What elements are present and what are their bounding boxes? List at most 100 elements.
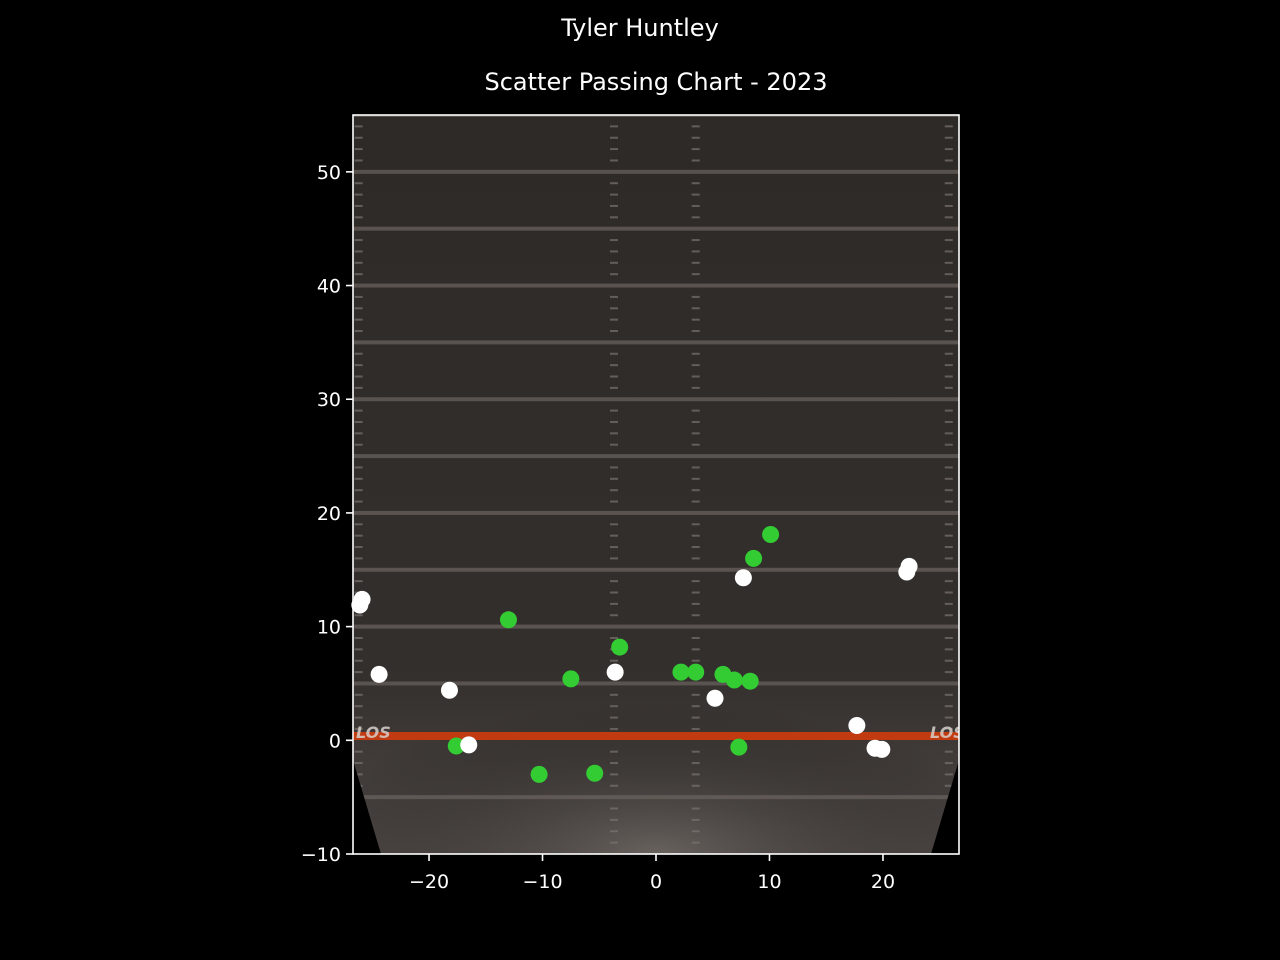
hash-mark bbox=[944, 273, 953, 276]
yard-line bbox=[353, 567, 959, 572]
hash-mark bbox=[610, 841, 619, 844]
hash-mark bbox=[354, 773, 363, 776]
hash-marks bbox=[354, 125, 953, 844]
hash-mark bbox=[610, 602, 619, 605]
hash-mark bbox=[944, 295, 953, 298]
data-point bbox=[499, 611, 517, 629]
hash-mark bbox=[691, 500, 700, 503]
hash-mark bbox=[691, 375, 700, 378]
hash-mark bbox=[354, 386, 363, 389]
hash-mark bbox=[610, 386, 619, 389]
hash-mark bbox=[944, 534, 953, 537]
hash-mark bbox=[354, 420, 363, 423]
hash-mark bbox=[610, 557, 619, 560]
hash-mark bbox=[691, 204, 700, 207]
hash-mark bbox=[944, 125, 953, 128]
hash-mark bbox=[610, 818, 619, 821]
hash-mark bbox=[354, 716, 363, 719]
x-tick-label: 0 bbox=[650, 871, 662, 893]
data-point bbox=[672, 663, 690, 681]
data-point bbox=[562, 670, 580, 688]
hash-mark bbox=[610, 204, 619, 207]
hash-mark bbox=[610, 136, 619, 139]
hash-mark bbox=[610, 432, 619, 435]
hash-mark bbox=[944, 489, 953, 492]
hash-mark bbox=[610, 148, 619, 151]
hash-mark bbox=[691, 330, 700, 333]
hash-mark bbox=[610, 375, 619, 378]
y-tick-label: 40 bbox=[317, 276, 341, 298]
hash-mark bbox=[944, 477, 953, 480]
hash-mark bbox=[354, 295, 363, 298]
hash-mark bbox=[610, 193, 619, 196]
yard-line bbox=[353, 226, 959, 231]
hash-mark bbox=[944, 364, 953, 367]
hash-mark bbox=[944, 466, 953, 469]
hash-mark bbox=[944, 580, 953, 583]
hash-mark bbox=[354, 534, 363, 537]
y-tick-label: 10 bbox=[317, 617, 341, 639]
hash-mark bbox=[354, 159, 363, 162]
hash-mark bbox=[944, 705, 953, 708]
hash-mark bbox=[354, 727, 363, 730]
data-point bbox=[606, 663, 624, 681]
data-point bbox=[611, 638, 629, 656]
hash-mark bbox=[691, 295, 700, 298]
hash-mark bbox=[610, 716, 619, 719]
hash-mark bbox=[944, 386, 953, 389]
data-point bbox=[586, 764, 604, 782]
hash-mark bbox=[354, 273, 363, 276]
hash-mark bbox=[944, 591, 953, 594]
hash-mark bbox=[610, 216, 619, 219]
hash-mark bbox=[354, 216, 363, 219]
hash-mark bbox=[691, 273, 700, 276]
hash-mark bbox=[691, 807, 700, 810]
data-point bbox=[353, 590, 371, 608]
hash-mark bbox=[691, 193, 700, 196]
hash-mark bbox=[691, 239, 700, 242]
los-label-right: LOS bbox=[930, 723, 965, 742]
hash-mark bbox=[610, 364, 619, 367]
hash-mark bbox=[354, 500, 363, 503]
hash-mark bbox=[691, 216, 700, 219]
hash-mark bbox=[691, 489, 700, 492]
hash-mark bbox=[354, 352, 363, 355]
hash-mark bbox=[354, 636, 363, 639]
hash-mark bbox=[354, 318, 363, 321]
hash-mark bbox=[944, 250, 953, 253]
chart-title: Scatter Passing Chart - 2023 bbox=[484, 68, 828, 96]
hash-mark bbox=[354, 466, 363, 469]
x-tick-label: 10 bbox=[757, 871, 781, 893]
hash-mark bbox=[944, 420, 953, 423]
hash-mark bbox=[610, 352, 619, 355]
hash-mark bbox=[944, 500, 953, 503]
hash-mark bbox=[354, 671, 363, 674]
field-corner-right bbox=[931, 760, 959, 854]
hash-mark bbox=[354, 693, 363, 696]
hash-mark bbox=[610, 750, 619, 753]
data-point bbox=[440, 681, 458, 699]
hash-mark bbox=[610, 239, 619, 242]
hash-mark bbox=[944, 330, 953, 333]
hash-mark bbox=[610, 591, 619, 594]
hash-mark bbox=[691, 261, 700, 264]
hash-mark bbox=[691, 830, 700, 833]
hash-mark bbox=[944, 307, 953, 310]
hash-mark bbox=[691, 420, 700, 423]
hash-mark bbox=[354, 580, 363, 583]
hash-mark bbox=[354, 204, 363, 207]
y-tick-label: 20 bbox=[317, 503, 341, 525]
hash-mark bbox=[944, 182, 953, 185]
hash-mark bbox=[354, 148, 363, 151]
yard-line bbox=[353, 510, 959, 515]
data-point bbox=[741, 672, 759, 690]
data-point bbox=[687, 663, 705, 681]
hash-mark bbox=[691, 557, 700, 560]
hash-mark bbox=[610, 784, 619, 787]
hash-mark bbox=[944, 193, 953, 196]
hash-mark bbox=[610, 159, 619, 162]
hash-mark bbox=[944, 443, 953, 446]
hash-mark bbox=[944, 727, 953, 730]
hash-mark bbox=[691, 659, 700, 662]
